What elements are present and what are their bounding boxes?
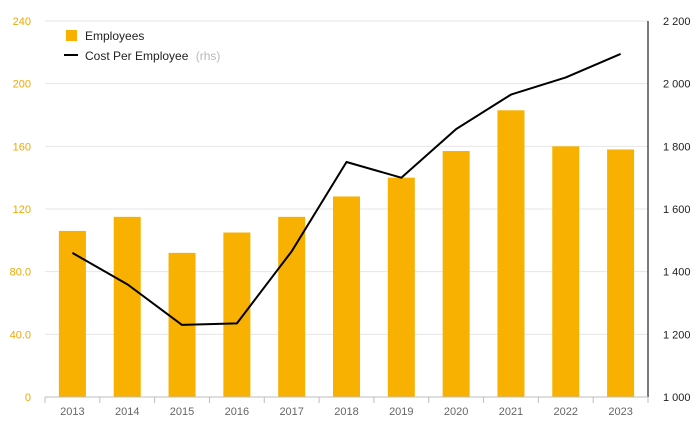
left-tick-label: 0 bbox=[25, 392, 31, 404]
legend-employees-swatch bbox=[66, 30, 77, 41]
x-tick-label: 2015 bbox=[170, 406, 194, 418]
employees-bar bbox=[223, 232, 251, 397]
right-tick-label: 1 400 bbox=[663, 267, 691, 279]
employees-bar bbox=[497, 110, 525, 398]
employees-bar bbox=[552, 146, 580, 397]
left-tick-label: 160 bbox=[13, 141, 31, 153]
employees-bars bbox=[58, 110, 635, 398]
legend-employees-label: Employees bbox=[85, 29, 144, 43]
left-tick-label: 120 bbox=[13, 204, 31, 216]
left-tick-label: 40.0 bbox=[10, 329, 31, 341]
x-tick-label: 2021 bbox=[499, 406, 523, 418]
employees-bar bbox=[333, 196, 360, 397]
right-tick-label: 1 000 bbox=[663, 392, 691, 404]
employees-bar bbox=[58, 230, 86, 397]
left-tick-label: 200 bbox=[13, 79, 31, 91]
cost-per-employee-series bbox=[71, 52, 621, 326]
right-tick-label: 2 000 bbox=[663, 79, 691, 91]
x-tick-label: 2017 bbox=[279, 406, 303, 418]
x-tick-label: 2023 bbox=[608, 406, 632, 418]
left-tick-label: 80.0 bbox=[10, 267, 31, 279]
x-tick-label: 2013 bbox=[60, 406, 84, 418]
x-tick-label: 2019 bbox=[389, 406, 413, 418]
cost-per-employee-line bbox=[71, 52, 621, 326]
legend-cost-label: Cost Per Employee (rhs) bbox=[85, 49, 220, 63]
right-tick-label: 1 800 bbox=[663, 141, 691, 153]
right-y-axis: 1 000 1 200 1 400 1 600 1 800 2 000 2 200 bbox=[647, 16, 691, 404]
legend: Employees Cost Per Employee (rhs) bbox=[64, 29, 220, 63]
right-tick-label: 2 200 bbox=[663, 16, 691, 28]
x-tick-label: 2016 bbox=[225, 406, 249, 418]
employees-bar bbox=[278, 216, 306, 397]
x-tick-label: 2014 bbox=[115, 406, 139, 418]
x-axis: 2013 2014 2015 2016 2017 2018 2019 2020 2021 2022… bbox=[44, 396, 649, 418]
legend-cost-name: Cost Per Employee bbox=[85, 49, 189, 63]
employees-bar bbox=[607, 149, 635, 397]
employees-bar bbox=[113, 216, 141, 397]
right-tick-label: 1 600 bbox=[663, 204, 691, 216]
left-y-axis: 0 40.0 80.0 120 160 200 240 bbox=[10, 16, 31, 404]
right-tick-label: 1 200 bbox=[663, 329, 691, 341]
legend-cost-rhs: (rhs) bbox=[196, 49, 221, 63]
employees-bar bbox=[387, 177, 415, 397]
x-tick-label: 2022 bbox=[554, 406, 578, 418]
employees-bar bbox=[442, 151, 470, 397]
left-tick-label: 240 bbox=[13, 16, 31, 28]
x-tick-label: 2018 bbox=[334, 406, 358, 418]
x-tick-label: 2020 bbox=[444, 406, 468, 418]
